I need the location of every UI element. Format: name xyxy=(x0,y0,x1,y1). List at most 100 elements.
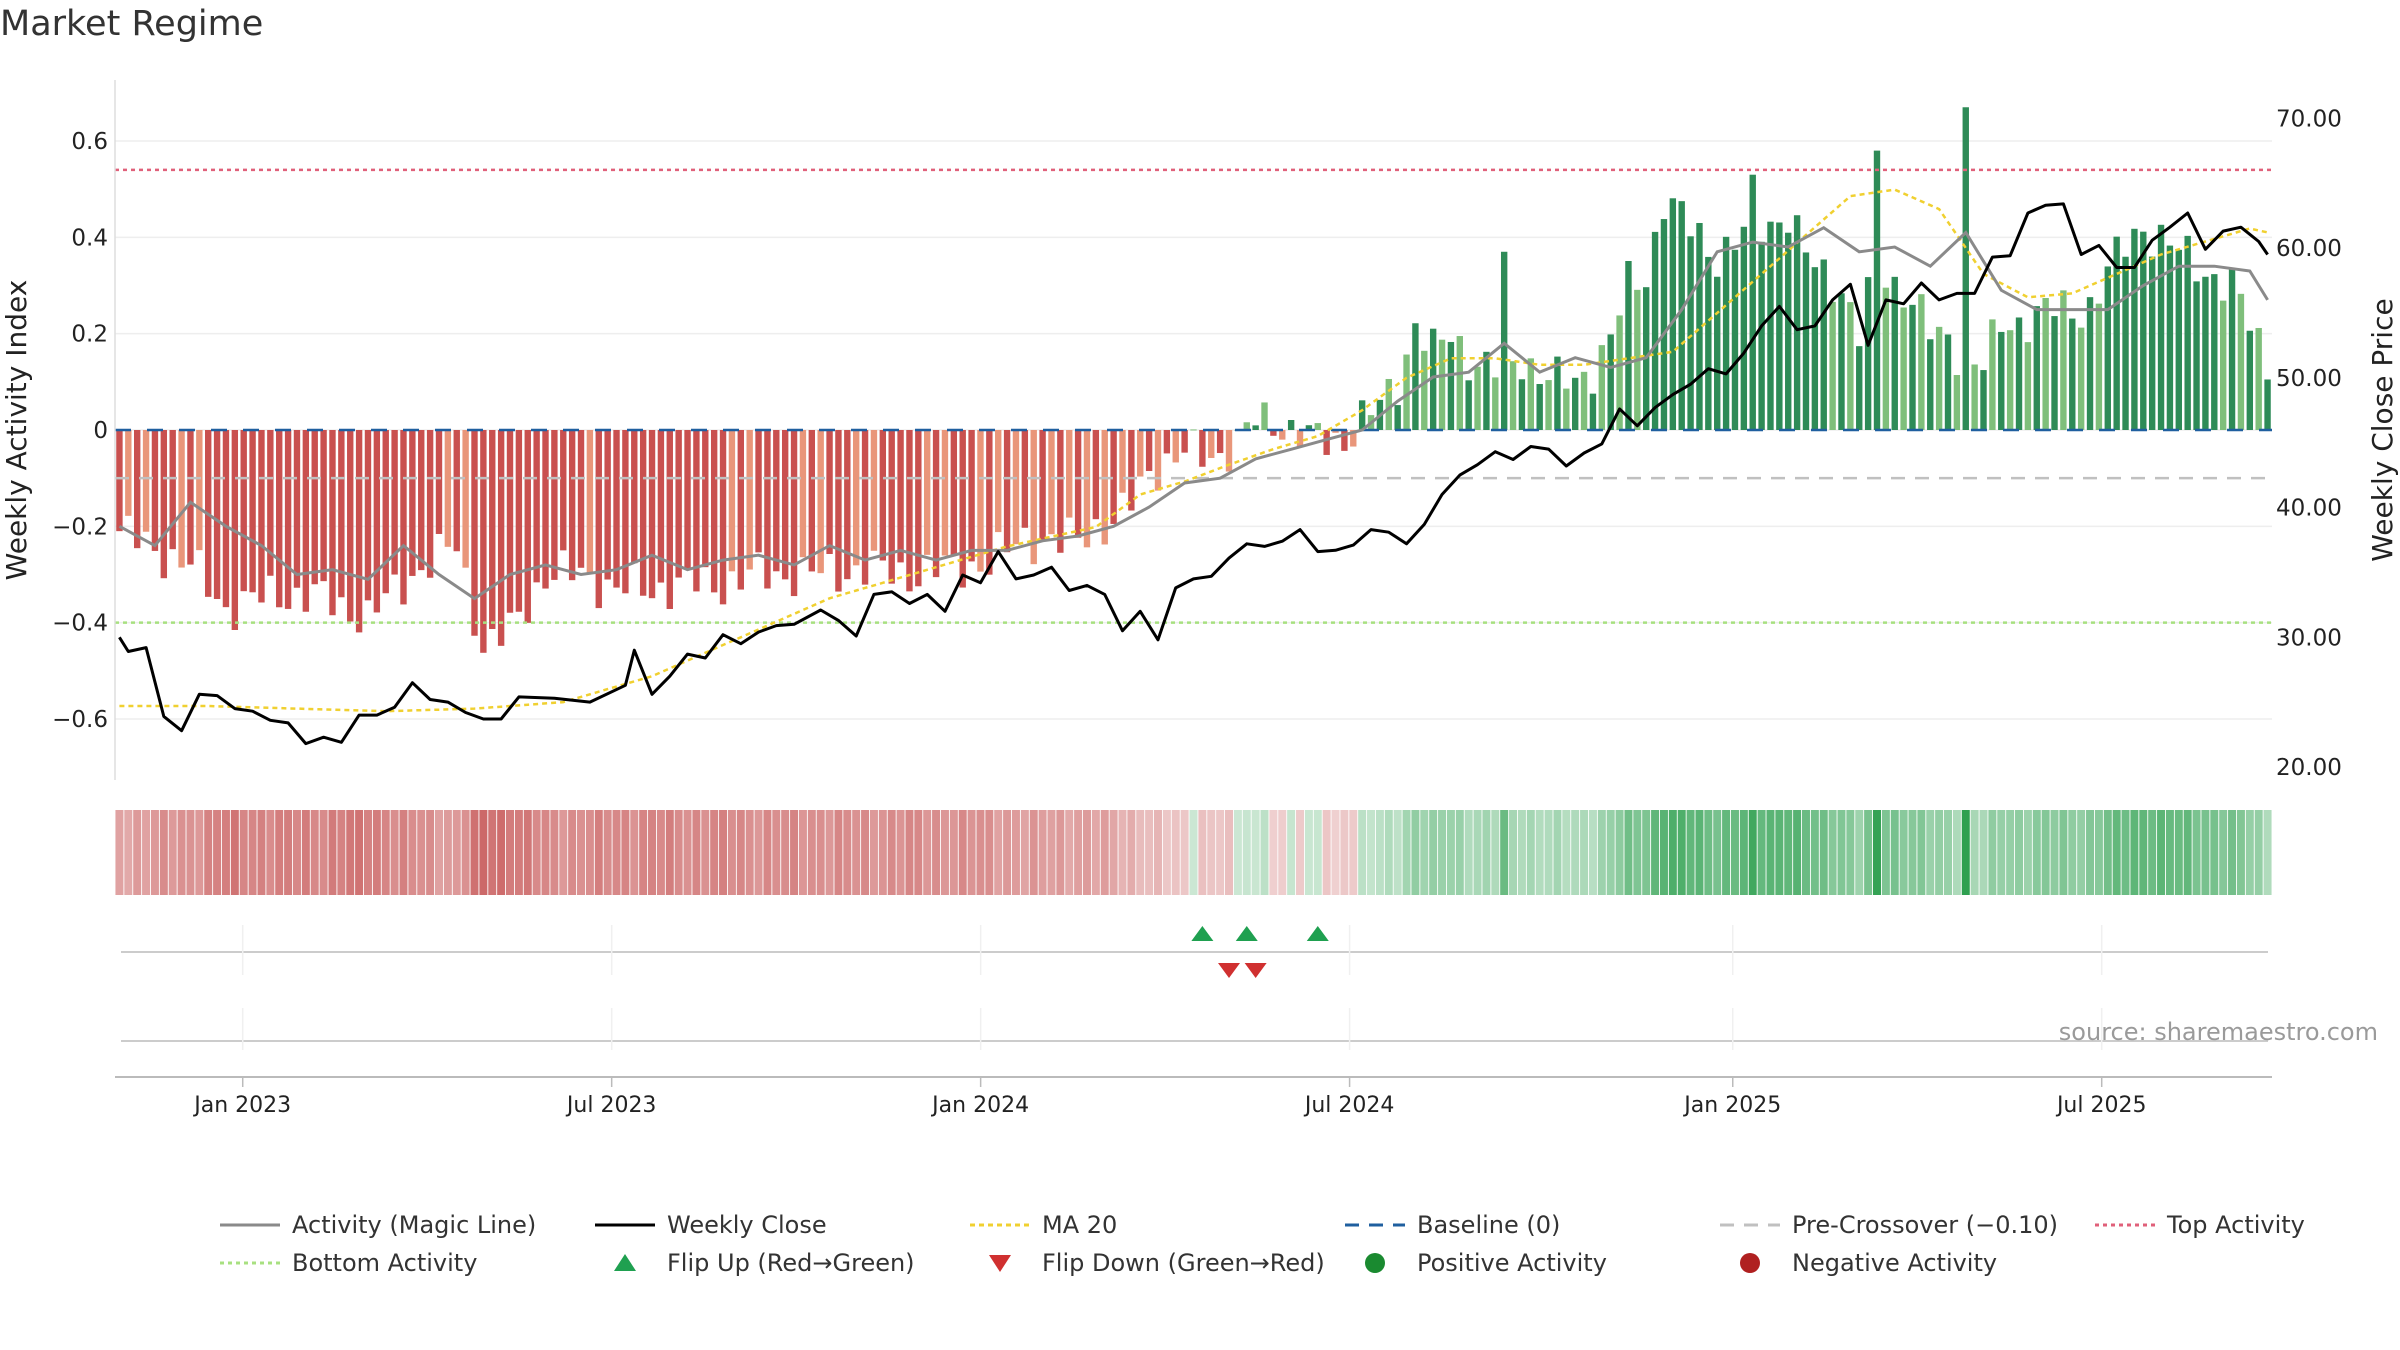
heat-cell xyxy=(1340,810,1349,895)
activity-bar xyxy=(249,430,256,593)
legend-swatch xyxy=(989,1255,1011,1272)
activity-bar xyxy=(648,430,656,599)
legend-swatch xyxy=(1740,1253,1760,1273)
activity-bar xyxy=(533,430,540,583)
heat-cell xyxy=(363,810,372,895)
heat-cell xyxy=(932,810,941,895)
activity-bar xyxy=(639,430,647,596)
activity-bar xyxy=(932,430,940,578)
heat-cell xyxy=(1837,810,1846,895)
activity-bar xyxy=(2113,236,2120,430)
activity-bar xyxy=(2228,268,2236,430)
activity-bar xyxy=(426,430,434,578)
activity-bar xyxy=(1891,276,1898,430)
heat-cell xyxy=(594,810,603,895)
heat-cell xyxy=(1278,810,1287,895)
heat-cell xyxy=(1828,810,1837,895)
activity-bar xyxy=(1048,430,1055,535)
activity-bar xyxy=(1829,301,1836,430)
heat-cell xyxy=(1118,810,1127,895)
heat-cell xyxy=(1420,810,1429,895)
activity-bar xyxy=(861,430,869,585)
activity-bar xyxy=(2095,303,2103,430)
heat-cell xyxy=(452,810,461,895)
heat-cell xyxy=(1917,810,1926,895)
heat-cell xyxy=(1446,810,1455,895)
activity-bar xyxy=(906,430,913,592)
activity-bar xyxy=(1740,226,1748,430)
left-tick-label: 0.4 xyxy=(71,225,108,251)
heat-cell xyxy=(1517,810,1526,895)
activity-bar xyxy=(1776,222,1783,430)
heat-cell xyxy=(150,810,159,895)
activity-bar xyxy=(1838,293,1845,430)
activity-bar xyxy=(364,430,372,601)
activity-bar xyxy=(151,430,159,551)
right-axis-label: Weekly Close Price xyxy=(2366,298,2399,561)
heat-cell xyxy=(372,810,381,895)
heat-cell xyxy=(1775,810,1784,895)
heat-cell xyxy=(479,810,488,895)
heat-cell xyxy=(417,810,426,895)
activity-bar xyxy=(1074,430,1082,538)
heat-cell xyxy=(798,810,807,895)
heat-cell xyxy=(967,810,976,895)
activity-bar xyxy=(2166,245,2174,430)
activity-bar xyxy=(595,430,602,609)
heat-cell xyxy=(1082,810,1091,895)
heat-cell xyxy=(1739,810,1748,895)
heat-cell xyxy=(1979,810,1988,895)
heat-cell xyxy=(266,810,275,895)
activity-bar xyxy=(1119,430,1126,493)
activity-bar xyxy=(2006,330,2014,430)
activity-bar xyxy=(844,430,851,580)
activity-bar xyxy=(1598,345,1606,430)
heat-cell xyxy=(1855,810,1864,895)
heat-cell xyxy=(923,810,932,895)
activity-bar xyxy=(1927,339,1934,430)
activity-bar xyxy=(1518,379,1526,430)
heat-cell xyxy=(1225,810,1234,895)
heat-cell xyxy=(1509,810,1518,895)
activity-bar xyxy=(1332,430,1339,433)
legend-label: Positive Activity xyxy=(1417,1249,1607,1277)
heat-cell xyxy=(2059,810,2068,895)
activity-bar xyxy=(1660,219,1668,430)
heat-cell xyxy=(1748,810,1757,895)
heat-cell xyxy=(914,810,923,895)
activity-bar xyxy=(1261,402,1268,430)
activity-bar xyxy=(444,430,452,547)
activity-bar xyxy=(2140,231,2147,430)
flip-up-marker xyxy=(1306,926,1329,941)
activity-bar xyxy=(586,430,594,574)
heat-cell xyxy=(1473,810,1482,895)
heat-cell xyxy=(648,810,657,895)
heat-cell xyxy=(701,810,710,895)
chart-title: Market Regime xyxy=(0,4,264,44)
activity-bar xyxy=(506,430,514,613)
heat-cell xyxy=(1597,810,1606,895)
activity-bar xyxy=(524,430,531,623)
heat-cell xyxy=(257,810,266,895)
left-tick-label: −0.4 xyxy=(52,611,108,637)
heat-cell xyxy=(2236,810,2245,895)
activity-bar xyxy=(1172,430,1179,463)
heat-cell xyxy=(2103,810,2112,895)
heat-cell xyxy=(568,810,577,895)
legend-swatch xyxy=(614,1254,636,1271)
heat-cell xyxy=(1331,810,1340,895)
regime-heat-strip xyxy=(115,810,2272,895)
activity-bar xyxy=(764,430,771,589)
heat-cell xyxy=(1216,810,1225,895)
activity-bar xyxy=(2175,249,2182,430)
activity-bar xyxy=(1252,425,1259,430)
heat-cell xyxy=(834,810,843,895)
heat-cell xyxy=(1970,810,1979,895)
heat-cell xyxy=(816,810,825,895)
weekly-close-line xyxy=(118,202,2269,746)
activity-bar xyxy=(1030,430,1037,565)
flip-up-marker xyxy=(1191,926,1214,941)
activity-bar xyxy=(737,430,744,590)
activity-bar xyxy=(2060,290,2067,430)
